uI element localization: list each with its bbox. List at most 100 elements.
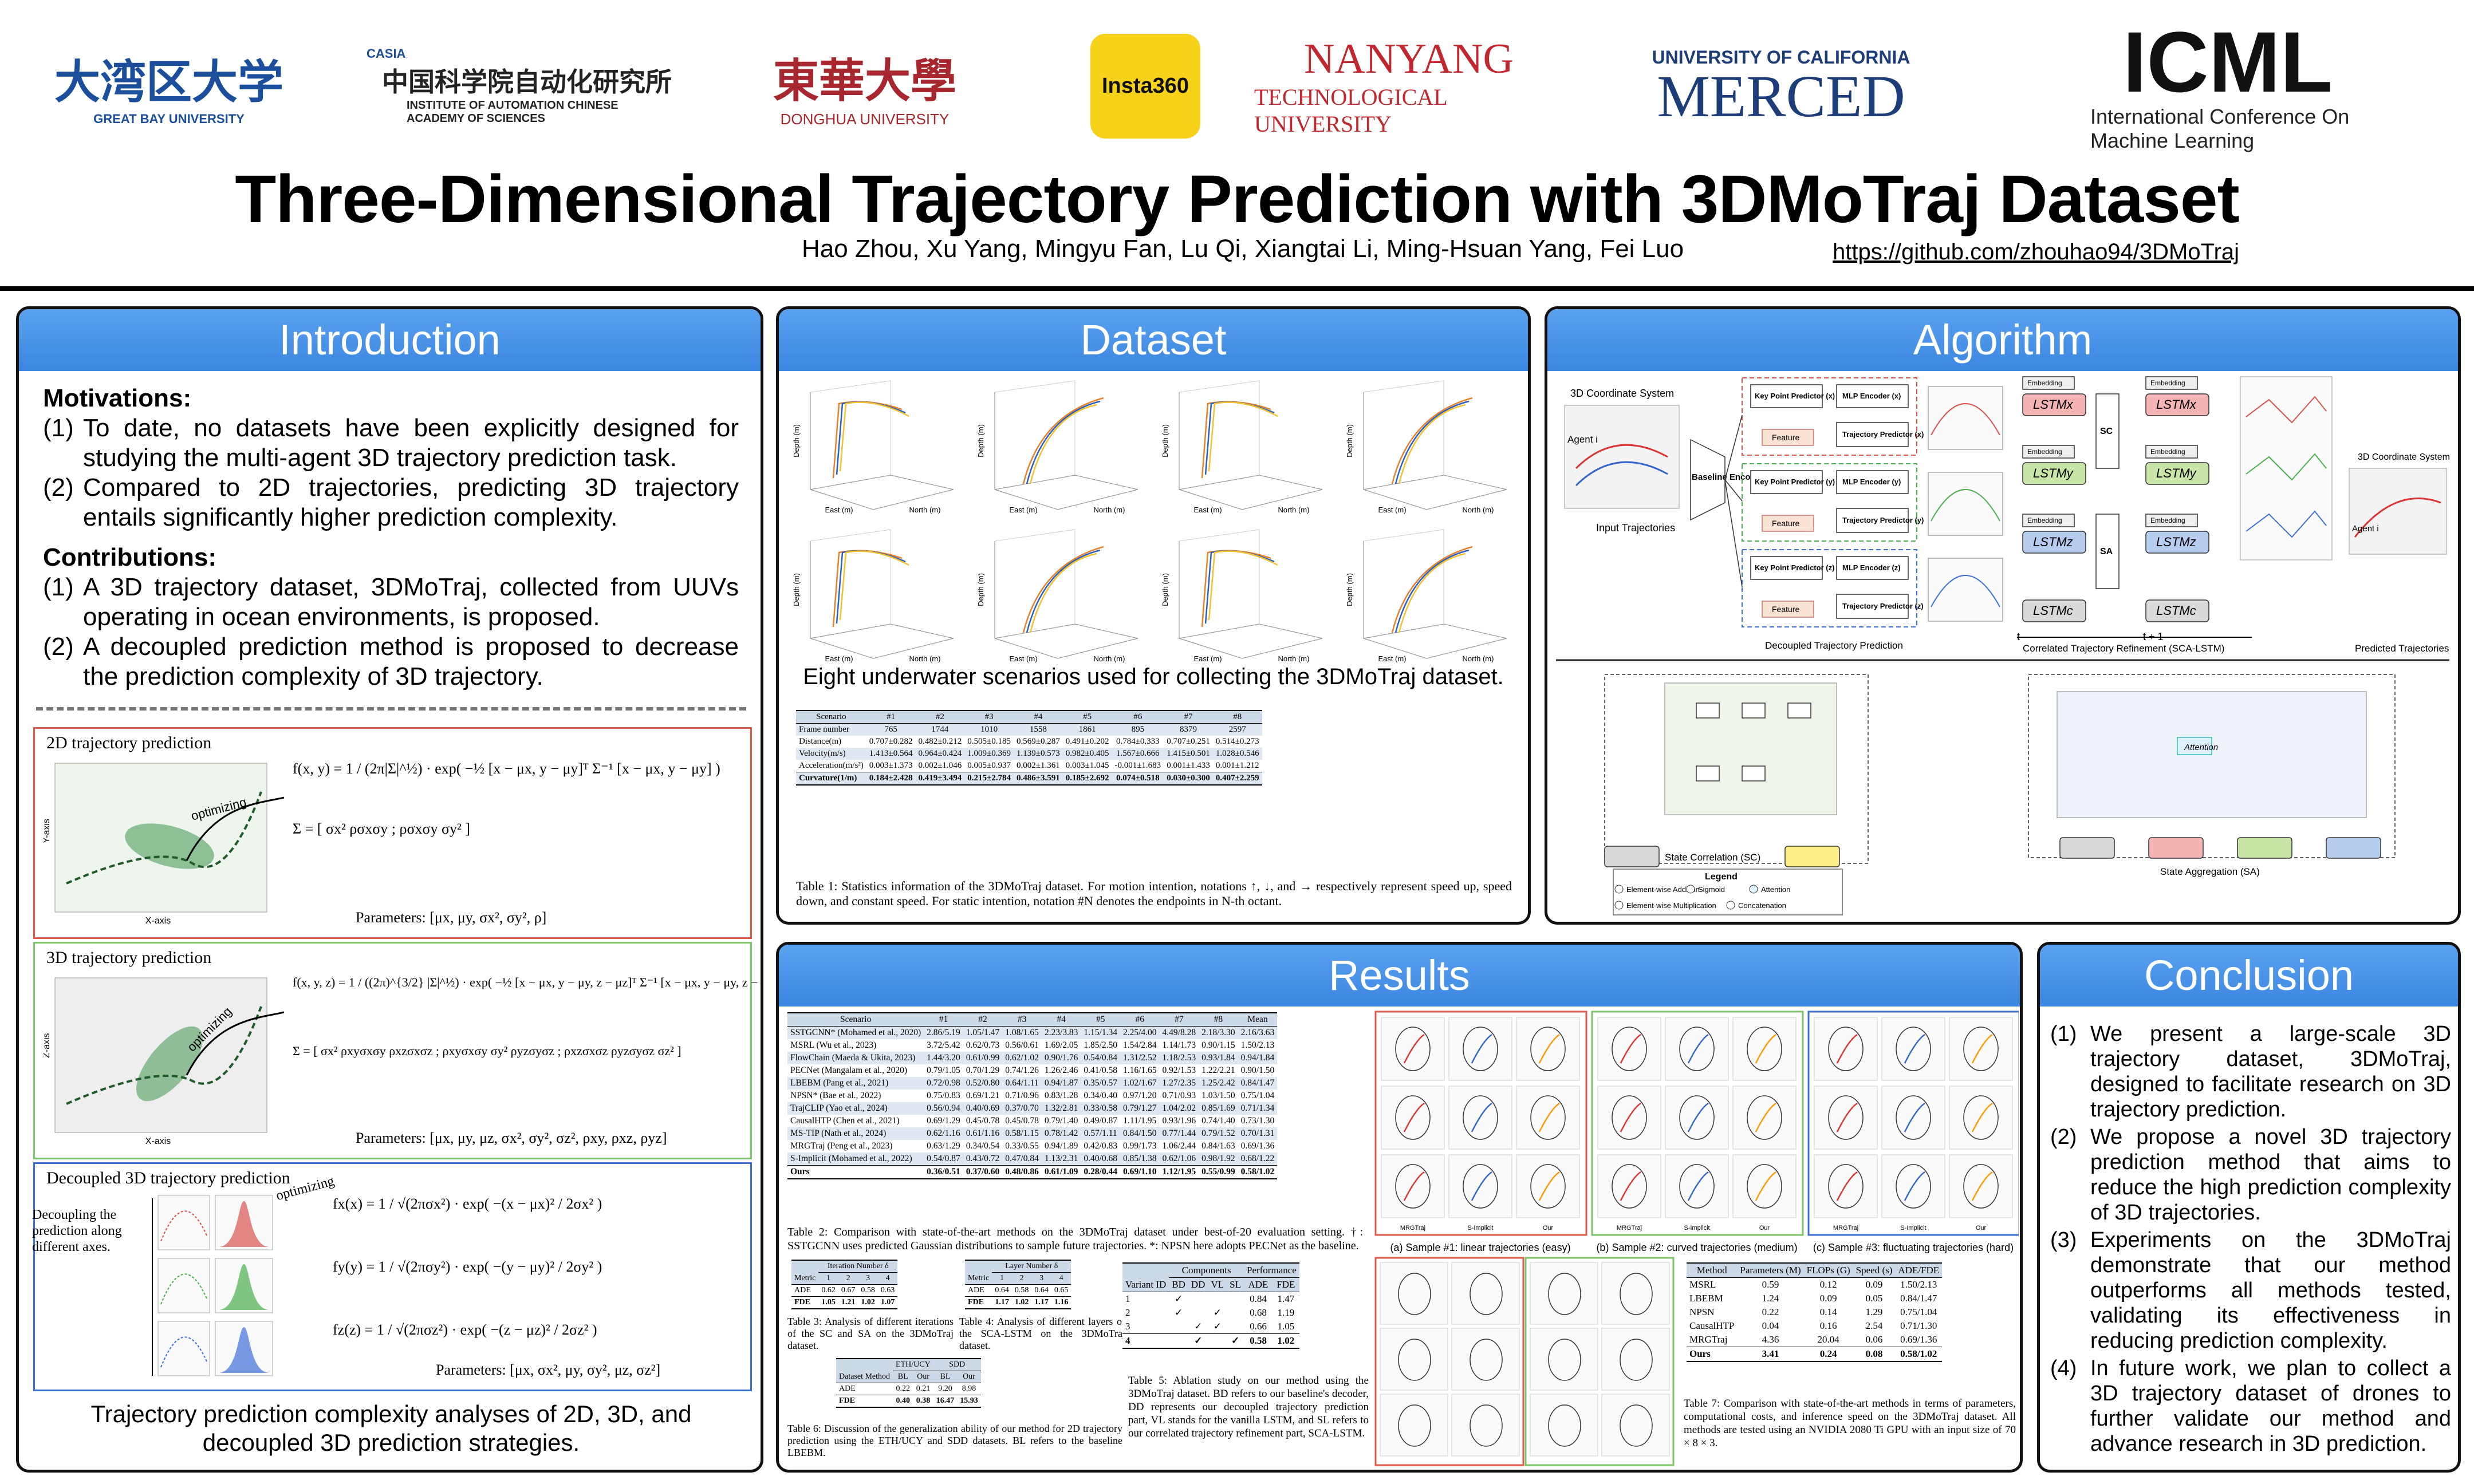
item-number: (2) (43, 633, 74, 661)
trajectory-curve (1394, 549, 1470, 633)
table-cell: 2.16/3.63 (1238, 1026, 1278, 1039)
table-cell: 0.407±2.259 (1212, 772, 1262, 785)
table-cell: 0.57/1.11 (1081, 1127, 1120, 1140)
table-cell: ADE (839, 1384, 856, 1393)
table-cell: 0.48/0.86 (1002, 1165, 1042, 1179)
sample-traj (1538, 1033, 1560, 1064)
table-head: Scenario #1 #2 #3 #4 #5 #6 #7 #8 Mean (787, 1013, 1278, 1027)
table-row: MS-TIP (Nath et al., 2024) 0.62/1.16 0.61/… (787, 1127, 1278, 1140)
table-cell: 0.58 (861, 1286, 875, 1294)
logo-text: MERCED (1657, 63, 1905, 129)
highlight (1395, 1027, 1431, 1071)
diagram-box (2177, 737, 2212, 755)
table5-wrap: Components Performance Variant ID BD DD VL SL A… (1122, 1262, 1299, 1349)
algorithm-section: Algorithm 3D Coordinate System Agent i Inp… (1545, 306, 2461, 925)
table-cell: 0.45/0.78 (966, 1116, 1000, 1126)
table-row: LBEBM 1.24 0.09 0.05 0.84/1.47 (1687, 1292, 1942, 1305)
item-text: In future work, we plan to collect a 3D … (2090, 1356, 2451, 1456)
parameters: Parameters: [μx, μy, σx², σy², ρ] (356, 909, 547, 926)
table-header-row: Dataset Method BL Our BL Our (836, 1371, 981, 1383)
table-body: ADE 0.22 0.21 9.20 8.98 FDE 0.40 0.38 16.47 15.93 (836, 1383, 981, 1407)
sample-cell (1530, 1328, 1598, 1391)
axis-label: East (m) (825, 506, 853, 514)
diagram-label: Element-wise Multiplication (1626, 901, 1716, 910)
axis-label: X-axis (145, 916, 171, 926)
table-cell: 2.23/3.83 (1041, 1026, 1081, 1039)
table-header: Metric (965, 1272, 992, 1285)
results-section: Results Scenario #1 #2 #3 #4 #5 #6 #7 #8 Mean SSTG… (776, 942, 2023, 1473)
axis-label: East (m) (825, 654, 853, 663)
figure-panel: Decoupled 3D trajectory prediction Decoup… (32, 1162, 752, 1391)
table-cell (836, 1359, 893, 1371)
table-row: FlowChain (Maeda & Ukita, 2023) 1.44/3.20… (787, 1052, 1278, 1064)
table-cell: 0.90/1.50 (1240, 1065, 1275, 1075)
axis-label: Depth (m) (1345, 573, 1354, 606)
table-header: Metric (791, 1272, 819, 1285)
highlight (1679, 1095, 1715, 1140)
diagram-box (1836, 556, 1909, 580)
table-cell: 1.567±0.666 (1112, 748, 1164, 760)
table-cell: 0.215±2.784 (964, 772, 1014, 785)
table-cell: 0.491±0.202 (1065, 737, 1109, 746)
trajectory-curve (832, 401, 903, 479)
authors: Hao Zhou, Xu Yang, Mingyu Fan, Lu Qi, Xi… (802, 235, 1684, 263)
list-item: (2) We propose a novel 3D trajectory pred… (2050, 1124, 2451, 1225)
diagram-box (2022, 376, 2075, 390)
trajectory-curve (1029, 404, 1097, 484)
diagram-label: LSTMz (2156, 535, 2196, 549)
table-header: Our (957, 1371, 981, 1383)
logo-text: NANYANG (1304, 35, 1514, 82)
intro-section: Introduction Motivations: (1) To date, no… (16, 306, 763, 1473)
table-header-row: Variant ID BD DD VL SL ADE FDE (1122, 1277, 1299, 1292)
highlight (1828, 1027, 1864, 1071)
highlight (1896, 1027, 1931, 1071)
pred-curve (2245, 453, 2327, 481)
table-header: #3 (1002, 1013, 1042, 1027)
encoder-shape (1690, 439, 1726, 521)
table-cell: Velocity(m/s) (796, 748, 866, 760)
diagram-label: State Correlation (SC) (1665, 852, 1760, 863)
table-cell: FDE (965, 1296, 992, 1309)
table-row: Velocity(m/s) 1.413±0.564 0.964±0.424 1.009… (796, 748, 1262, 760)
arrow (186, 796, 284, 861)
table-cell: 3.72/5.42 (927, 1040, 960, 1050)
sample-traj (1836, 1102, 1858, 1132)
trajectory-curve (1204, 550, 1275, 624)
table-row: ADE 0.64 0.58 0.64 0.65 (965, 1285, 1071, 1297)
table-cell: 0.964±0.424 (915, 748, 965, 760)
table-cell: FDE (791, 1296, 819, 1309)
axis-label: Depth (m) (976, 573, 985, 606)
table-cell: 1.25/2.42 (1199, 1077, 1238, 1090)
item-number: (2) (2050, 1125, 2077, 1149)
sample-cell (1530, 1394, 1598, 1457)
logo-subtext: DONGHUA UNIVERSITY (780, 110, 950, 128)
list-item: (2) A decoupled prediction method is prop… (43, 632, 739, 692)
diagram-label: Feature (1772, 605, 1799, 614)
highlight (1612, 1164, 1647, 1209)
diagram-label: MLP Encoder (x) (1842, 392, 1901, 400)
figure-panel: 2D trajectory prediction X-axis Y-axis opti… (33, 727, 752, 939)
list-item: (1) We present a large-scale 3D trajector… (2050, 1021, 2451, 1122)
table-cell: 1.009±0.369 (964, 748, 1014, 760)
table-row: 1 ✓ 0.84 1.47 (1122, 1292, 1299, 1307)
diagram-box (1742, 463, 1917, 542)
diagram-label: Embedding (2027, 516, 2062, 524)
table-cell: 0.75/1.04 (1900, 1307, 1937, 1317)
diagram-label: State Aggregation (SA) (2160, 866, 2260, 877)
table-header: DD (1188, 1277, 1208, 1292)
input-curve (1575, 444, 1668, 469)
table-cell: 0.030±0.300 (1164, 772, 1213, 785)
diagram-label: Attention (2184, 743, 2218, 752)
table-cell (1227, 1292, 1244, 1307)
axis-label: Depth (m) (1161, 424, 1169, 457)
table-cell: 2 (1125, 1307, 1130, 1318)
highlight (1548, 1339, 1581, 1381)
diagram-box (1762, 515, 1814, 532)
table-cell: 0.70/1.29 (966, 1065, 1000, 1075)
repo-link[interactable]: https://github.com/zhouhao94/3DMoTraj (1833, 239, 2240, 265)
table-cell: ✓ (1194, 1321, 1203, 1332)
table-cell: 0.33/0.58 (1081, 1102, 1120, 1115)
diagram-label: LSTMy (2156, 466, 2197, 480)
table-cell: 0.36/0.51 (924, 1165, 963, 1179)
table-cell: 1.13/2.31 (1041, 1153, 1081, 1166)
